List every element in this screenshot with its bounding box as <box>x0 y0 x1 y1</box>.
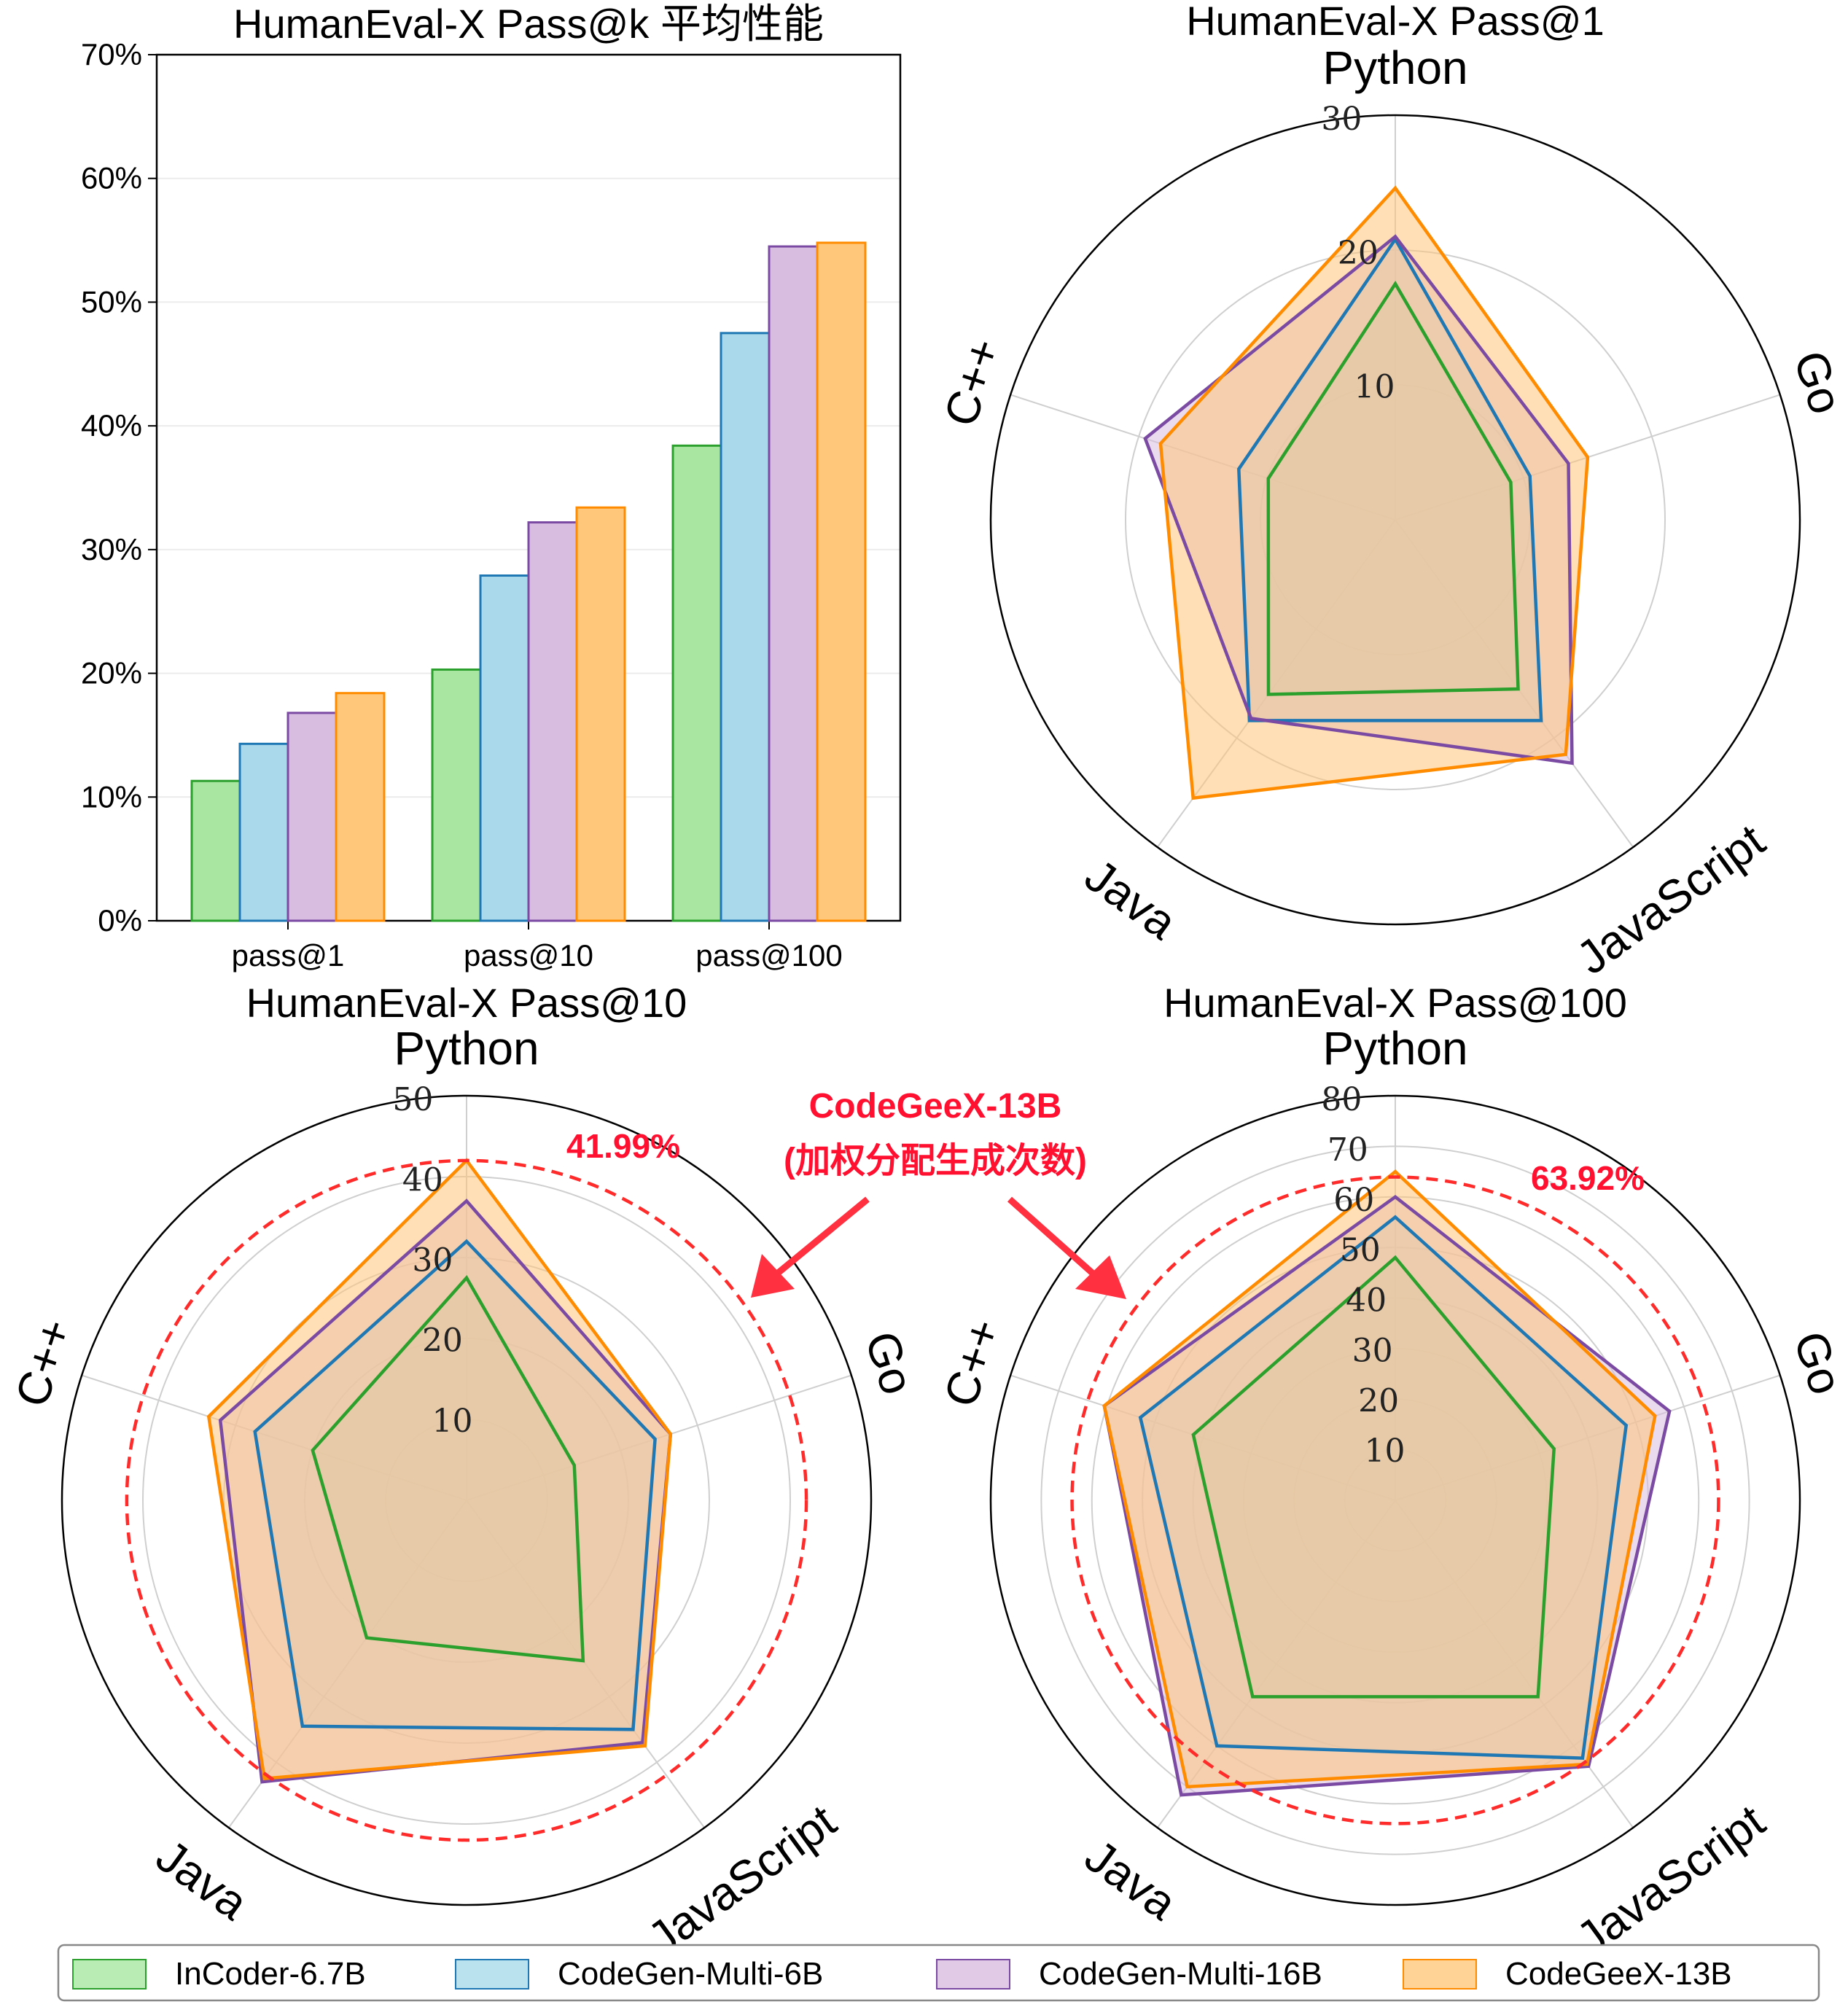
annotation-arrow-right-shaft <box>1007 1196 1099 1280</box>
r-tick-label: 80 <box>1321 1081 1362 1118</box>
bar <box>335 692 386 922</box>
r-tick-label: 20 <box>422 1322 463 1360</box>
y-tick-label: 50% <box>81 284 142 319</box>
axis-label: JavaScript <box>1567 1794 1774 1965</box>
x-tick-label: pass@10 <box>464 938 593 973</box>
axis-label: Go <box>1784 345 1848 420</box>
r-tick-label: 40 <box>402 1161 443 1199</box>
bar <box>431 668 482 922</box>
dashed-ring <box>1070 1175 1720 1825</box>
annotation-arrow-right-head <box>1075 1255 1126 1299</box>
bar <box>575 506 626 922</box>
axis-label: Go <box>855 1325 924 1400</box>
legend-swatch <box>72 1959 147 1990</box>
dashed-ring-label: 41.99% <box>566 1127 680 1165</box>
radar-chart-pass10: HumanEval-X Pass@10 10 20 30 40 50 Python Go Jav… <box>5 980 924 1965</box>
bar <box>238 742 289 922</box>
bar <box>479 574 530 922</box>
chart-title: HumanEval-X Pass@10 <box>246 980 687 1026</box>
annotation: CodeGeeX-13B (加权分配生成次数) <box>751 1087 1126 1299</box>
bar <box>671 444 722 922</box>
y-tick-label: 20% <box>81 656 142 690</box>
r-tick-label: 30 <box>412 1242 453 1279</box>
chart-title: HumanEval-X Pass@100 <box>1163 980 1627 1026</box>
dashed-ring <box>125 1158 808 1842</box>
axis-label: Java <box>147 1829 258 1930</box>
series-line <box>1237 235 1543 722</box>
series-line <box>1266 281 1520 696</box>
r-tick-label: 10 <box>432 1403 472 1440</box>
r-tick-label: 30 <box>1321 101 1362 138</box>
r-tick-label: 10 <box>1354 368 1395 405</box>
legend-swatch <box>936 1959 1010 1990</box>
axis-label: JavaScript <box>1567 814 1774 984</box>
outer-ring <box>61 1094 873 1906</box>
legend-label: CodeGen-Multi-6B <box>558 1956 823 1992</box>
annotation-arrow-left-head <box>751 1254 795 1298</box>
r-tick-label: 10 <box>1365 1433 1406 1470</box>
bar-chart: 0% 10% 20% 30% 40% 50% 60% 70% HumanEval-X Pass@… <box>81 1 902 973</box>
annotation-line1: CodeGeeX-13B <box>809 1087 1062 1126</box>
axis-label: Go <box>1784 1325 1848 1400</box>
axis-label: Python <box>1322 1022 1467 1075</box>
series-line <box>1138 1215 1629 1760</box>
chart-title: HumanEval-X Pass@1 <box>1186 0 1605 44</box>
series-line <box>1143 234 1574 765</box>
annotation-line2: (加权分配生成次数) <box>784 1142 1087 1180</box>
y-tick-label: 60% <box>81 161 142 195</box>
bar <box>720 332 771 922</box>
series-line <box>1158 185 1590 800</box>
series-line <box>311 1274 585 1663</box>
y-tick-label: 0% <box>98 903 142 938</box>
y-tick-label: 30% <box>81 532 142 566</box>
x-tick-label: pass@100 <box>695 938 842 973</box>
bar <box>190 779 241 922</box>
annotation-arrow-left-shaft <box>771 1196 870 1280</box>
r-tick-label: 50 <box>1340 1232 1381 1269</box>
series-fill <box>208 1160 671 1779</box>
bar <box>768 245 819 922</box>
bar <box>527 521 578 922</box>
series-line <box>1102 1169 1657 1789</box>
axis-label: Python <box>1322 42 1467 94</box>
outer-ring <box>989 114 1801 926</box>
r-tick-label: 30 <box>1352 1332 1393 1369</box>
r-tick-label: 70 <box>1327 1131 1368 1169</box>
r-tick-label: 20 <box>1338 235 1379 272</box>
legend-label: InCoder-6.7B <box>175 1956 366 1992</box>
r-tick-label: 60 <box>1333 1182 1374 1219</box>
legend-swatch <box>455 1959 529 1990</box>
dashed-ring-label: 63.92% <box>1531 1159 1645 1197</box>
r-tick-label: 50 <box>392 1081 433 1118</box>
legend-label: CodeGeeX-13B <box>1505 1956 1732 1992</box>
axis-label: Java <box>1076 1829 1187 1930</box>
radar-chart-pass100: HumanEval-X Pass@100 10 20 30 40 50 60 70 80 Pyth… <box>934 980 1848 1965</box>
series-line <box>206 1158 673 1781</box>
axis-label: JavaScript <box>639 1794 846 1965</box>
bar <box>286 712 338 922</box>
axis-label: C++ <box>5 1313 82 1413</box>
series-line <box>1191 1255 1556 1699</box>
y-tick-label: 10% <box>81 779 142 814</box>
series-line <box>253 1239 657 1731</box>
series-line <box>1102 1194 1672 1797</box>
y-tick-label: 40% <box>81 408 142 443</box>
axis-label: C++ <box>934 332 1011 432</box>
outer-ring <box>989 1094 1801 1906</box>
legend-swatch <box>1403 1959 1477 1990</box>
radar-chart-pass1: HumanEval-X Pass@1 10 20 30 Python Go JavaScri… <box>934 0 1848 984</box>
r-tick-label: 20 <box>1358 1382 1399 1419</box>
axis-label: C++ <box>934 1313 1011 1413</box>
r-tick-label: 40 <box>1346 1282 1387 1320</box>
x-tick-label: pass@1 <box>232 938 345 973</box>
y-tick-label: 70% <box>81 37 142 71</box>
bar <box>816 241 867 922</box>
legend: InCoder-6.7B CodeGen-Multi-6B CodeGen-Mult… <box>57 1944 1820 2002</box>
axis-label: Java <box>1076 849 1187 949</box>
chart-title: HumanEval-X Pass@k 平均性能 <box>233 1 824 47</box>
axis-label: Python <box>394 1022 539 1075</box>
series-fill <box>1161 187 1588 798</box>
legend-label: CodeGen-Multi-16B <box>1039 1956 1322 1992</box>
